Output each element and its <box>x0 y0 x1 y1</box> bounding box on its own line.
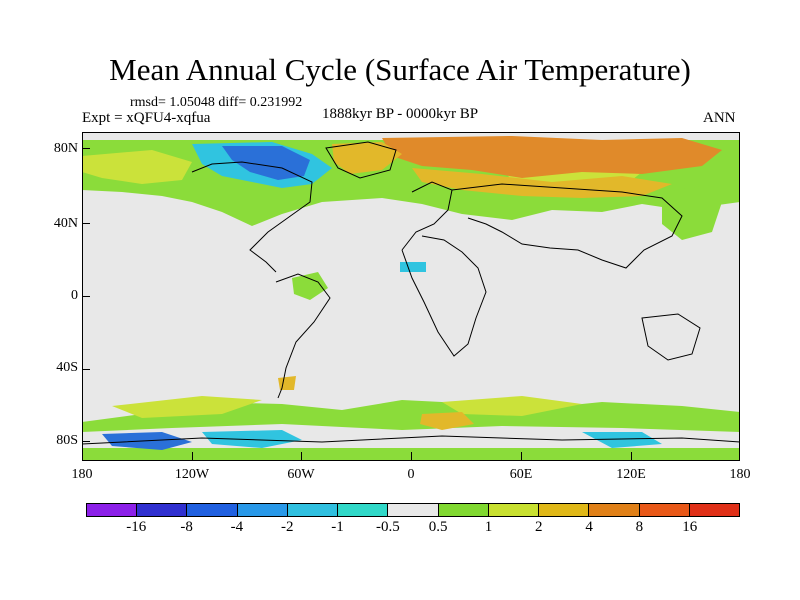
x-label-60e: 60E <box>509 467 533 482</box>
temperature-map <box>82 132 740 461</box>
x-tick <box>192 452 193 460</box>
y-tick <box>82 296 90 297</box>
colorbar-swatch <box>438 504 489 516</box>
stats-label: rmsd= 1.05048 diff= 0.231992 <box>130 95 303 110</box>
colorbar-label: -2 <box>280 519 294 535</box>
map-anomaly-layer <box>82 136 740 461</box>
x-tick <box>301 452 302 460</box>
canada-blue <box>222 146 310 180</box>
x-label-180e: 180 <box>729 467 751 482</box>
greenland-gold <box>332 142 402 174</box>
siberia-orange <box>382 136 722 178</box>
y-label-80s: 80S <box>56 433 78 448</box>
colorbar-label: -0.5 <box>375 519 400 535</box>
colorbar-swatch <box>87 504 138 516</box>
y-label-40s: 40S <box>56 360 78 375</box>
colorbar-swatch <box>589 504 640 516</box>
x-tick <box>411 452 412 460</box>
colorbar-swatch <box>137 504 188 516</box>
southern-yellowgreen <box>112 396 582 418</box>
x-label-60w: 60W <box>287 467 315 482</box>
amazon-green-patch <box>292 272 328 300</box>
colorbar-label: -8 <box>180 519 193 535</box>
colorbar-swatch <box>287 504 339 516</box>
colorbar-swatch <box>539 504 590 516</box>
colorbar-label: -4 <box>230 519 244 535</box>
experiment-label: Expt = xQFU4-xqfua <box>82 110 211 126</box>
colorbar-label: 1 <box>484 519 493 535</box>
y-tick <box>82 369 90 370</box>
y-tick <box>82 148 90 149</box>
colorbar-label: 16 <box>682 519 698 535</box>
antarctic-gold <box>420 412 474 430</box>
x-label-0: 0 <box>407 467 415 482</box>
y-tick <box>82 441 90 442</box>
colorbar-swatch <box>388 504 439 516</box>
colorbar-label: 8 <box>635 519 644 535</box>
sahara-cyan-patch <box>400 262 426 272</box>
x-label-180w: 180 <box>71 467 93 482</box>
x-label-120e: 120E <box>616 467 646 482</box>
colorbar-label: 2 <box>535 519 543 535</box>
y-tick <box>82 223 90 224</box>
coastlines <box>82 141 740 445</box>
colorbar-label: -16 <box>126 519 147 535</box>
period-label: 1888kyr BP - 0000kyr BP <box>322 106 479 122</box>
colorbar-label: 4 <box>585 519 593 535</box>
y-label-80n: 80N <box>53 141 78 156</box>
season-label: ANN <box>703 110 736 126</box>
colorbar-swatch <box>187 504 238 516</box>
colorbar-swatch <box>338 504 389 516</box>
colorbar-swatch <box>639 504 690 516</box>
x-tick <box>521 452 522 460</box>
colorbar-swatch <box>488 504 540 516</box>
colorbar-label: 0.5 <box>428 519 448 535</box>
x-tick <box>631 452 632 460</box>
colorbar <box>86 503 740 517</box>
x-label-120w: 120W <box>174 467 210 482</box>
colorbar-label: -1 <box>331 519 344 535</box>
y-label-0: 0 <box>71 288 78 303</box>
colorbar-swatch <box>237 504 288 516</box>
colorbar-swatch <box>689 504 740 516</box>
page-title: Mean Annual Cycle (Surface Air Temperatu… <box>109 52 691 87</box>
y-label-40n: 40N <box>53 216 78 231</box>
antarctic-cyan <box>202 430 662 448</box>
map-frame <box>82 132 740 461</box>
